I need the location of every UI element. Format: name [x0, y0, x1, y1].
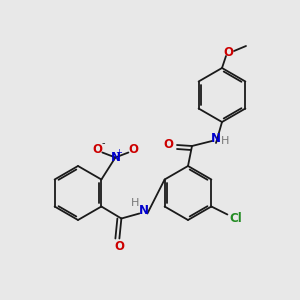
Text: O: O	[163, 137, 173, 151]
Text: +: +	[115, 148, 122, 157]
Text: O: O	[114, 240, 124, 253]
Text: N: N	[138, 204, 148, 217]
Text: H: H	[131, 197, 140, 208]
Text: N: N	[110, 151, 120, 164]
Text: O: O	[128, 143, 138, 156]
Text: N: N	[211, 131, 221, 145]
Text: O: O	[223, 46, 233, 59]
Text: Cl: Cl	[229, 212, 242, 225]
Text: -: -	[102, 139, 105, 148]
Text: O: O	[92, 143, 102, 156]
Text: H: H	[221, 136, 229, 146]
